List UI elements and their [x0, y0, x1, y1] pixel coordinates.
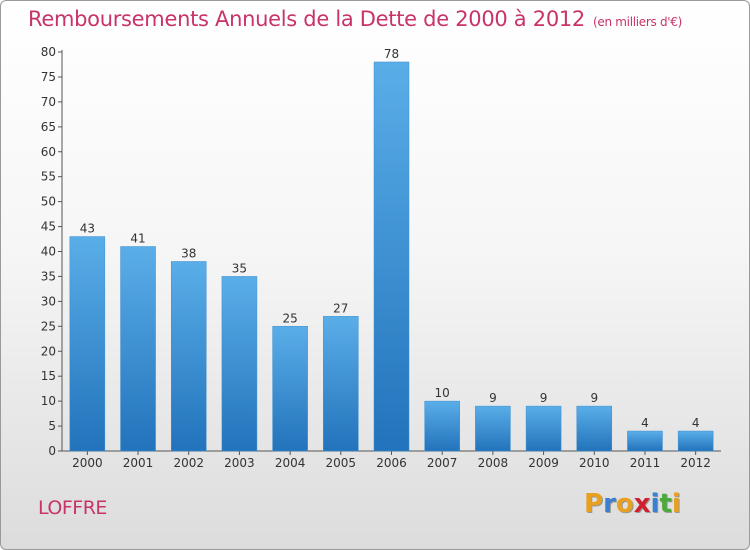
logo-letter: o	[615, 489, 634, 519]
data-label-2000: 43	[80, 222, 95, 236]
bar-2011	[627, 430, 663, 452]
chart-axes: 0 5 10 15 20 25 30 35 40 45 50 55 60 65 70 75 80 2000 2001…	[41, 45, 721, 470]
x-tick-label: 2004	[275, 456, 306, 470]
x-tick-label: 2009	[528, 456, 559, 470]
y-tick-label: 15	[41, 369, 56, 383]
bar-2006	[373, 61, 410, 452]
data-label-2010: 9	[590, 391, 598, 405]
x-tick-label: 2011	[630, 456, 661, 470]
chart-bars	[69, 61, 714, 452]
y-tick-label: 25	[41, 319, 56, 333]
chart-subtitle: (en milliers d'€)	[593, 15, 683, 29]
bar-2007	[424, 400, 460, 452]
x-tick-label: 2012	[680, 456, 711, 470]
y-tick-label: 30	[41, 294, 56, 308]
x-tick-label: 2006	[376, 456, 407, 470]
y-tick-label: 20	[41, 344, 56, 358]
x-tick-label: 2005	[326, 456, 357, 470]
y-tick-label: 5	[48, 419, 56, 433]
x-tick-label: 2001	[123, 456, 154, 470]
data-label-2006: 78	[384, 47, 399, 61]
commune-name: LOFFRE	[38, 497, 107, 519]
bar-2000	[69, 236, 106, 452]
data-label-2007: 10	[435, 386, 450, 400]
proxiti-logo: Proxiti	[584, 489, 681, 519]
data-label-2001: 41	[130, 232, 145, 246]
bar-2003	[221, 276, 258, 452]
data-label-2011: 4	[641, 416, 649, 430]
logo-letter: x	[633, 489, 651, 519]
data-label-2012: 4	[692, 416, 700, 430]
logo-letter: i	[671, 489, 681, 519]
y-tick-label: 65	[41, 120, 56, 134]
y-tick-label: 75	[41, 70, 56, 84]
data-label-2004: 25	[282, 311, 297, 325]
y-tick-label: 70	[41, 95, 56, 109]
x-tick-label: 2000	[72, 456, 103, 470]
chart-title-text: Remboursements Annuels de la Dette de 20…	[28, 7, 585, 31]
chart-data-labels: 43 41 38 35 25 27 78 10 9 9 9 4 4	[80, 47, 700, 430]
x-tick-label: 2008	[478, 456, 509, 470]
y-tick-label: 50	[41, 195, 56, 209]
y-tick-label: 35	[41, 269, 56, 283]
data-label-2009: 9	[540, 391, 548, 405]
y-tick-label: 80	[41, 45, 56, 59]
x-tick-label: 2010	[579, 456, 610, 470]
bar-2012	[677, 430, 714, 452]
logo-letter: i	[650, 489, 660, 519]
logo-letter: r	[603, 489, 616, 519]
bar-2001	[120, 246, 156, 452]
y-tick-label: 55	[41, 170, 56, 184]
y-tick-label: 40	[41, 245, 56, 259]
y-tick-label: 0	[48, 444, 56, 458]
data-label-2008: 9	[489, 391, 497, 405]
y-tick-label: 60	[41, 145, 56, 159]
bar-2010	[576, 405, 613, 452]
data-label-2005: 27	[333, 301, 348, 315]
bar-2002	[170, 261, 207, 452]
y-tick-label: 45	[41, 220, 56, 234]
bar-2005	[323, 316, 359, 452]
chart-title: Remboursements Annuels de la Dette de 20…	[28, 7, 682, 31]
x-tick-label: 2007	[427, 456, 458, 470]
data-label-2003: 35	[232, 261, 247, 275]
bar-2004	[272, 326, 308, 452]
bar-2008	[475, 405, 511, 452]
logo-letter: t	[659, 489, 672, 519]
logo-letter: P	[584, 489, 604, 519]
bar-2009	[525, 405, 562, 452]
y-tick-label: 10	[41, 394, 56, 408]
x-tick-label: 2002	[173, 456, 204, 470]
data-label-2002: 38	[181, 246, 196, 260]
x-tick-label: 2003	[224, 456, 255, 470]
